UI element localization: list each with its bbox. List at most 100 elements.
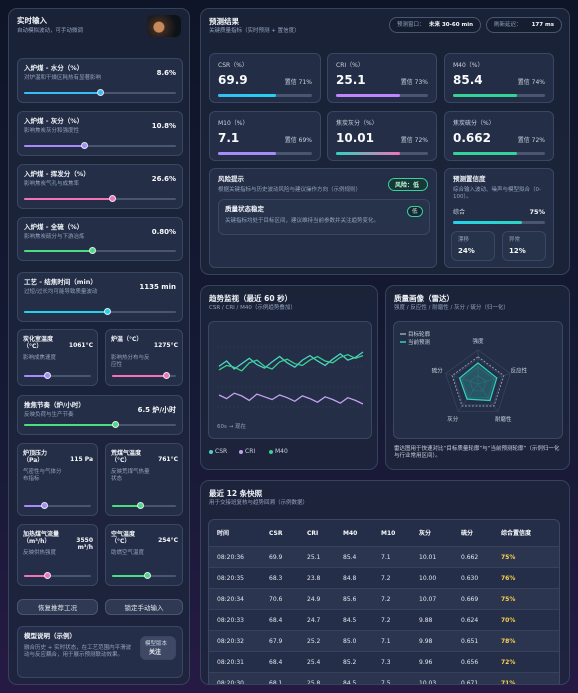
pill-value: 177 ms (531, 22, 554, 28)
control-card: 工艺 - 结焦时间（min） 过短/过长均可能导致质量波动 1135 min (17, 272, 183, 322)
metric-value: 0.662 (453, 131, 491, 145)
slider-thumb[interactable] (104, 308, 112, 315)
slider-track[interactable] (112, 572, 176, 579)
metric-card: 焦炭灰分（%） 10.01 置信 72% (327, 111, 437, 161)
control-hint: 影响焦炭气孔与成焦率 (24, 181, 80, 187)
slider-thumb[interactable] (143, 572, 151, 579)
radar-axis (445, 373, 479, 385)
slider-track[interactable] (24, 247, 176, 254)
metric-bar (336, 94, 401, 97)
table-cell: 08:20:35 (217, 575, 244, 582)
table-cell: 67.9 (269, 638, 283, 645)
control-label: 炉顶压力（Pa） (23, 450, 48, 465)
control-label: 入炉煤 - 灰分（%） (24, 117, 84, 125)
column-header: 灰分 (419, 530, 432, 537)
table-cell: 70.6 (269, 596, 283, 603)
slider-fill (112, 375, 167, 377)
radar-axis-label: 强度 (472, 337, 484, 345)
table-cell: 76% (501, 575, 516, 582)
slider-thumb[interactable] (43, 572, 51, 579)
action-button[interactable]: 锁定手动输入 (105, 599, 183, 615)
slider-track[interactable] (112, 372, 176, 379)
panel-title: 最近 12 条快照 (209, 489, 263, 498)
risk-title: 风险提示 (218, 175, 244, 183)
model-title: 模型说明（示例） (24, 632, 76, 640)
table: 时间 CSR CRI M40 M10 灰分 硫分 综合置信度 08:20:36 69.9 25.1 8… (208, 519, 560, 685)
metric-confidence: 置信 73% (400, 79, 428, 86)
slider-track[interactable] (24, 89, 176, 96)
slider-thumb[interactable] (108, 195, 116, 202)
table-cell: 08:20:33 (217, 617, 244, 624)
control-card: 空气温度（°C） 254°C 助燃空气温度 (105, 524, 183, 586)
table-row: 08:20:32 67.9 25.2 85.0 7.1 9.98 0.651 78% (209, 630, 559, 651)
column-header: 时间 (217, 530, 230, 537)
control-hint: 反映供热强度 (23, 550, 57, 556)
slider-thumb[interactable] (96, 89, 104, 96)
table-cell: 0.624 (461, 617, 479, 624)
metric-value: 7.1 (218, 131, 240, 145)
slider-thumb[interactable] (81, 142, 89, 149)
table-cell: 0.630 (461, 575, 479, 582)
radar-plot: 强度 反应性 耐磨性 灰分 硫分 目标轮廓 当前预测 (393, 321, 563, 439)
pill-value: 未来 30-60 min (429, 22, 473, 28)
avatar-image (147, 15, 181, 37)
metric-label: M40（%） (453, 62, 484, 69)
slider-fill (24, 92, 100, 94)
control-value: 1061°C (68, 342, 93, 349)
table-cell: 7.2 (381, 596, 391, 603)
slider-thumb[interactable] (111, 421, 119, 428)
metric-card: CSR（%） 69.9 置信 71% (209, 53, 321, 103)
metric-bar (218, 94, 277, 97)
table-cell: 69.9 (269, 554, 283, 561)
slider-track[interactable] (24, 142, 176, 149)
control-value: 26.6% (151, 175, 176, 183)
slider-track[interactable] (24, 502, 91, 509)
state-title: 质量状态稳定 (225, 205, 264, 213)
metric-card: 焦炭硫分（%） 0.662 置信 72% (444, 111, 554, 161)
slider-thumb[interactable] (40, 502, 48, 509)
control-card: 推焦节奏（炉/小时） 反映负荷与生产节奏 6.5 炉/小时 (17, 395, 183, 435)
table-row: 08:20:34 70.6 24.9 85.6 7.2 10.07 0.669 75% (209, 588, 559, 609)
state-badge-text: 低 (412, 209, 418, 215)
table-cell: 10.00 (419, 575, 437, 582)
slider-track[interactable] (24, 572, 91, 579)
legend-dot (269, 450, 273, 454)
control-card: 炉顶压力（Pa） 115 Pa 气密性与气体分布指标 (17, 443, 98, 516)
slider-track[interactable] (24, 372, 91, 379)
slider-track[interactable] (24, 308, 176, 315)
control-label: 工艺 - 结焦时间（min） (24, 278, 97, 286)
slider-thumb[interactable] (43, 372, 51, 379)
table-cell: 70% (501, 617, 516, 624)
control-value: 1135 min (139, 283, 176, 291)
metric-value: 69.9 (218, 73, 248, 87)
trend-line (218, 392, 364, 405)
table-cell: 75% (501, 596, 516, 603)
radar-panel: 质量画像（雷达） 强度 / 反应性 / 耐磨性 / 灰分 / 硫分（归一化） 强度反… (385, 285, 570, 470)
state-text: 关键指标均处于目标区间，建议维持当前参数并关注趋势变化。 (225, 218, 380, 224)
metric-card: CRI（%） 25.1 置信 73% (327, 53, 437, 103)
panel-subtitle: 自动模拟波动，可手动微调 (17, 28, 84, 34)
state-card: 质量状态稳定关键指标均处于目标区间，建议维持当前参数并关注趋势变化。 低 (218, 199, 430, 235)
control-label: 炉温（°C） (111, 336, 143, 343)
table-cell: 9.98 (419, 638, 433, 645)
table-cell: 7.3 (381, 659, 391, 666)
info-pill: 预测窗口： 未来 30-60 min (389, 17, 481, 33)
slider-thumb[interactable] (88, 247, 96, 254)
confidence-card: 预测置信度 综合输入波动、噪声与模型拟合（0-100）。 综合 75% 漂移 24% 异常 1… (444, 168, 554, 268)
metric-confidence: 置信 69% (284, 137, 312, 144)
control-label: 荒煤气温度（°C） (111, 450, 142, 465)
legend-dot (209, 450, 213, 454)
slider-thumb[interactable] (162, 372, 170, 379)
action-button[interactable]: 恢复推荐工况 (17, 599, 98, 615)
table-cell: 08:20:30 (217, 680, 244, 685)
slider-track[interactable] (112, 502, 176, 509)
legend-label: CSR (215, 448, 228, 455)
control-value: 254°C (158, 537, 178, 544)
radar-axis (457, 383, 479, 412)
slider-fill (112, 575, 148, 577)
slider-track[interactable] (24, 421, 176, 428)
pill-label: 预测窗口： (397, 22, 425, 28)
slider-track[interactable] (24, 195, 176, 202)
model-text: 融合历史 + 实时状态，在工艺范围内平滑波动与反应耦合，用于展示预测联动效果。 (24, 645, 132, 658)
slider-thumb[interactable] (137, 502, 145, 509)
